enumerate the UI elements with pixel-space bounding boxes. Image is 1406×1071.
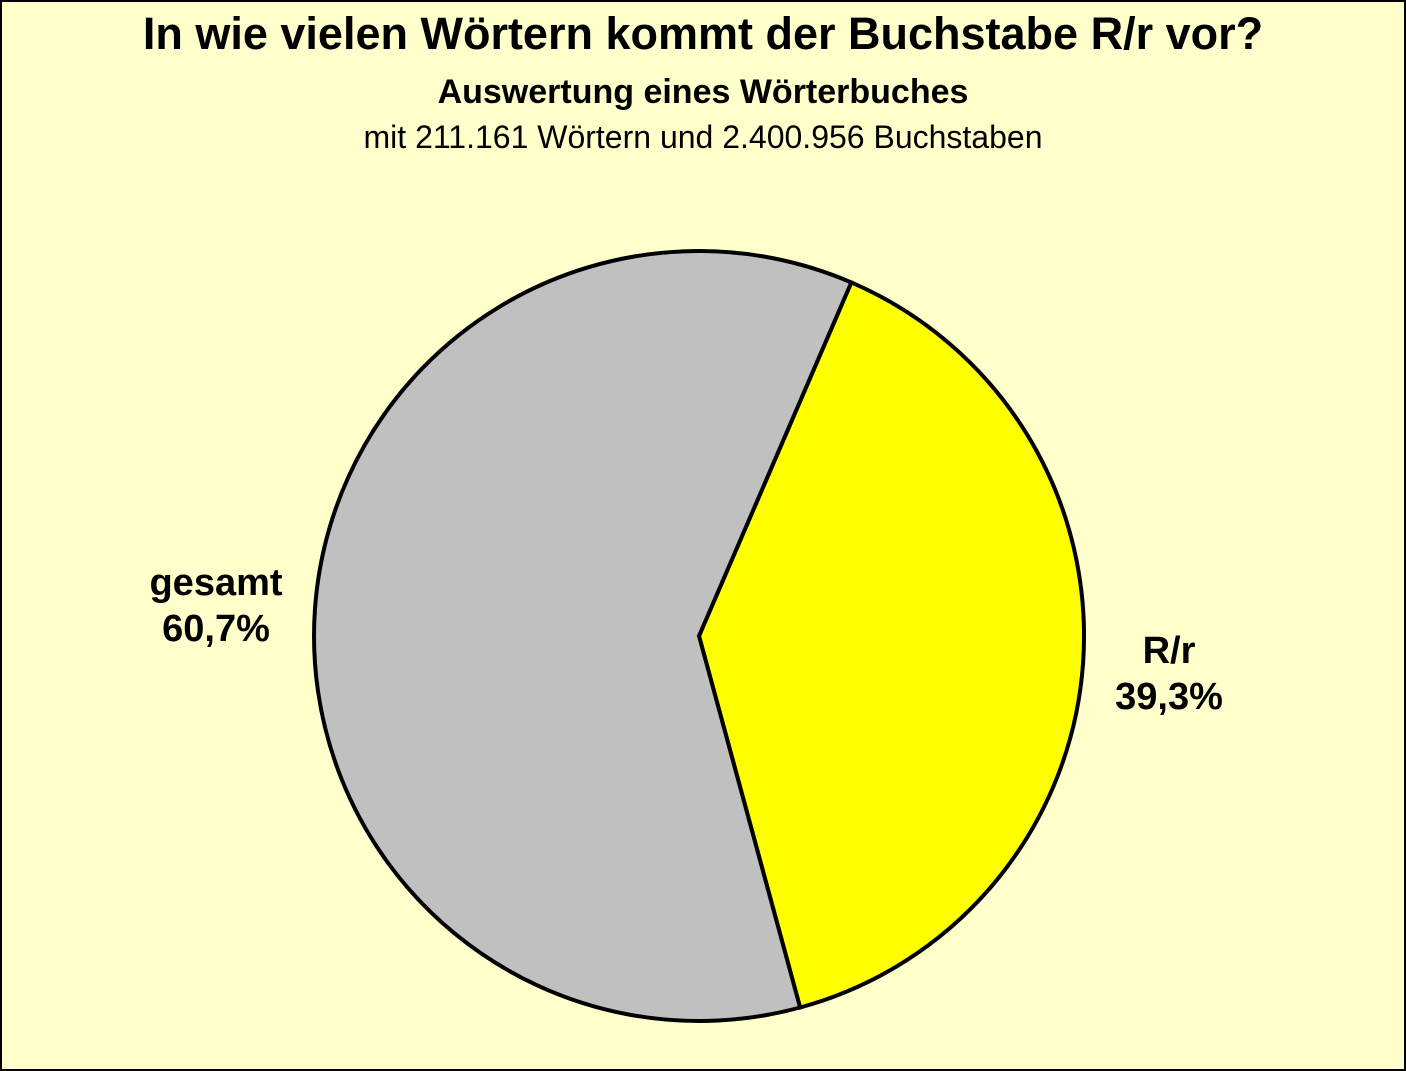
slice-label-gesamt-name: gesamt [149, 562, 283, 604]
pie-slice-gesamt [312, 249, 854, 1023]
chart-subtitle: Auswertung eines Wörterbuches [437, 73, 969, 111]
slice-label-rr: R/r 39,3% [989, 628, 1349, 720]
chart-subnote: mit 211.161 Wörtern und 2.400.956 Buchst… [363, 119, 1043, 155]
pie-slice-rr [696, 279, 1087, 1010]
slice-label-rr-value: 39,3% [1115, 676, 1223, 718]
slice-label-gesamt-value: 60,7% [162, 608, 270, 650]
chart-title: In wie vielen Wörtern kommt der Buchstab… [142, 8, 1264, 59]
slice-label-gesamt: gesamt 60,7% [36, 560, 396, 652]
slice-label-rr-name: R/r [1142, 630, 1196, 672]
